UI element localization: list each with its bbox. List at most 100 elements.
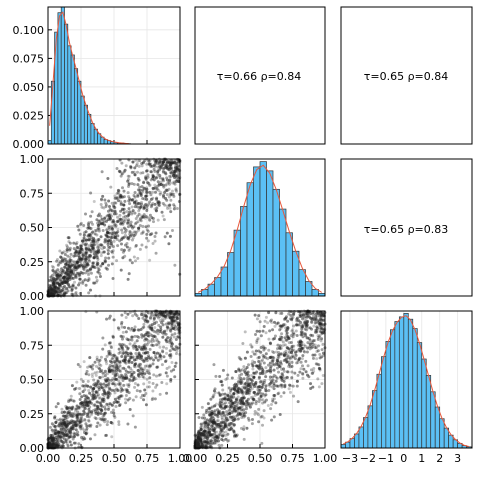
histogram-bar xyxy=(227,252,235,297)
scatter-point xyxy=(105,230,109,234)
scatter-point xyxy=(116,396,120,400)
scatter-point xyxy=(220,443,224,447)
scatter-point xyxy=(287,360,291,364)
scatter-point xyxy=(65,266,69,270)
scatter-point xyxy=(291,328,295,332)
scatter-point xyxy=(106,420,110,424)
scatter-point xyxy=(245,350,249,354)
scatter-point xyxy=(124,393,128,397)
scatter-point xyxy=(87,415,91,419)
scatter-point xyxy=(66,282,70,286)
scatter-point xyxy=(114,405,118,409)
scatter-point xyxy=(107,227,111,231)
scatter-point xyxy=(150,203,154,207)
scatter-point xyxy=(91,367,95,371)
scatter-point xyxy=(96,262,100,266)
scatter-point xyxy=(264,366,268,370)
scatter-point xyxy=(96,270,100,274)
scatter-point xyxy=(256,392,260,396)
scatter-point xyxy=(291,384,295,388)
scatter-point xyxy=(269,402,273,406)
histogram-bar xyxy=(398,316,405,449)
scatter-point xyxy=(320,337,324,341)
scatter-point xyxy=(139,200,143,204)
scatter-point xyxy=(172,180,176,184)
scatter-point xyxy=(129,166,133,170)
scatter-point xyxy=(99,264,103,268)
scatter-point xyxy=(174,187,178,191)
scatter-point xyxy=(309,320,313,324)
scatter-point xyxy=(145,369,149,373)
scatter-point xyxy=(145,377,149,381)
scatter-point xyxy=(258,385,262,389)
scatter-point xyxy=(298,370,302,374)
scatter-point xyxy=(259,345,263,349)
scatter-point xyxy=(293,357,297,361)
scatter-point xyxy=(131,398,135,402)
scatter-point xyxy=(120,346,124,350)
scatter-point xyxy=(166,181,170,185)
scatter-point xyxy=(159,180,163,184)
scatter-point xyxy=(86,412,90,416)
scatter-point xyxy=(82,409,86,413)
scatter-point xyxy=(291,335,295,339)
scatter-point xyxy=(295,323,299,327)
scatter-point xyxy=(86,365,90,369)
scatter-point xyxy=(130,338,134,342)
scatter-point xyxy=(122,343,126,347)
scatter-point xyxy=(146,331,150,335)
scatter-point xyxy=(89,250,93,254)
histogram-bar xyxy=(220,266,228,297)
scatter-point xyxy=(163,203,167,207)
scatter-point xyxy=(156,165,160,169)
scatter-point xyxy=(295,316,299,320)
scatter-point xyxy=(95,424,99,428)
scatter-point xyxy=(136,183,140,187)
scatter-point xyxy=(246,402,250,406)
scatter-point xyxy=(139,202,143,206)
scatter-point xyxy=(250,417,254,421)
scatter-point xyxy=(82,360,86,364)
scatter-point xyxy=(168,349,172,353)
scatter-point xyxy=(142,207,146,211)
scatter-point xyxy=(318,353,322,357)
scatter-point xyxy=(117,189,121,193)
scatter-point xyxy=(141,230,145,234)
scatter-point xyxy=(127,207,131,211)
scatter-point xyxy=(235,398,239,402)
scatter-point xyxy=(215,434,219,438)
scatter-point xyxy=(93,360,97,364)
x-tick-label: 0.25 xyxy=(215,452,240,465)
scatter-point xyxy=(143,159,147,163)
scatter-point xyxy=(156,358,160,362)
scatter-point xyxy=(313,339,317,343)
scatter-point xyxy=(261,380,265,384)
scatter-point xyxy=(161,214,165,218)
scatter-point xyxy=(100,205,104,209)
scatter-point xyxy=(285,338,289,342)
scatter-point xyxy=(51,269,55,273)
scatter-point xyxy=(88,259,92,263)
scatter-point xyxy=(124,214,128,218)
scatter-point xyxy=(83,406,87,410)
scatter-point xyxy=(317,385,321,389)
scatter-point xyxy=(48,425,52,429)
scatter-point xyxy=(148,347,152,351)
scatter-point xyxy=(207,413,211,417)
scatter-point xyxy=(111,245,115,249)
scatter-point xyxy=(282,367,286,371)
scatter-point xyxy=(64,257,68,261)
scatter-point xyxy=(126,338,130,342)
scatter-point xyxy=(69,394,73,398)
scatter-point xyxy=(52,276,56,280)
scatter-point xyxy=(242,437,246,441)
histogram-bar xyxy=(381,356,387,449)
scatter-point xyxy=(157,373,161,377)
scatter-point xyxy=(121,250,125,254)
scatter-point xyxy=(124,227,128,231)
scatter-point xyxy=(221,392,225,396)
scatter-point xyxy=(117,347,121,351)
scatter-point xyxy=(174,352,178,356)
scatter-point xyxy=(149,193,153,197)
scatter-point xyxy=(309,387,313,391)
